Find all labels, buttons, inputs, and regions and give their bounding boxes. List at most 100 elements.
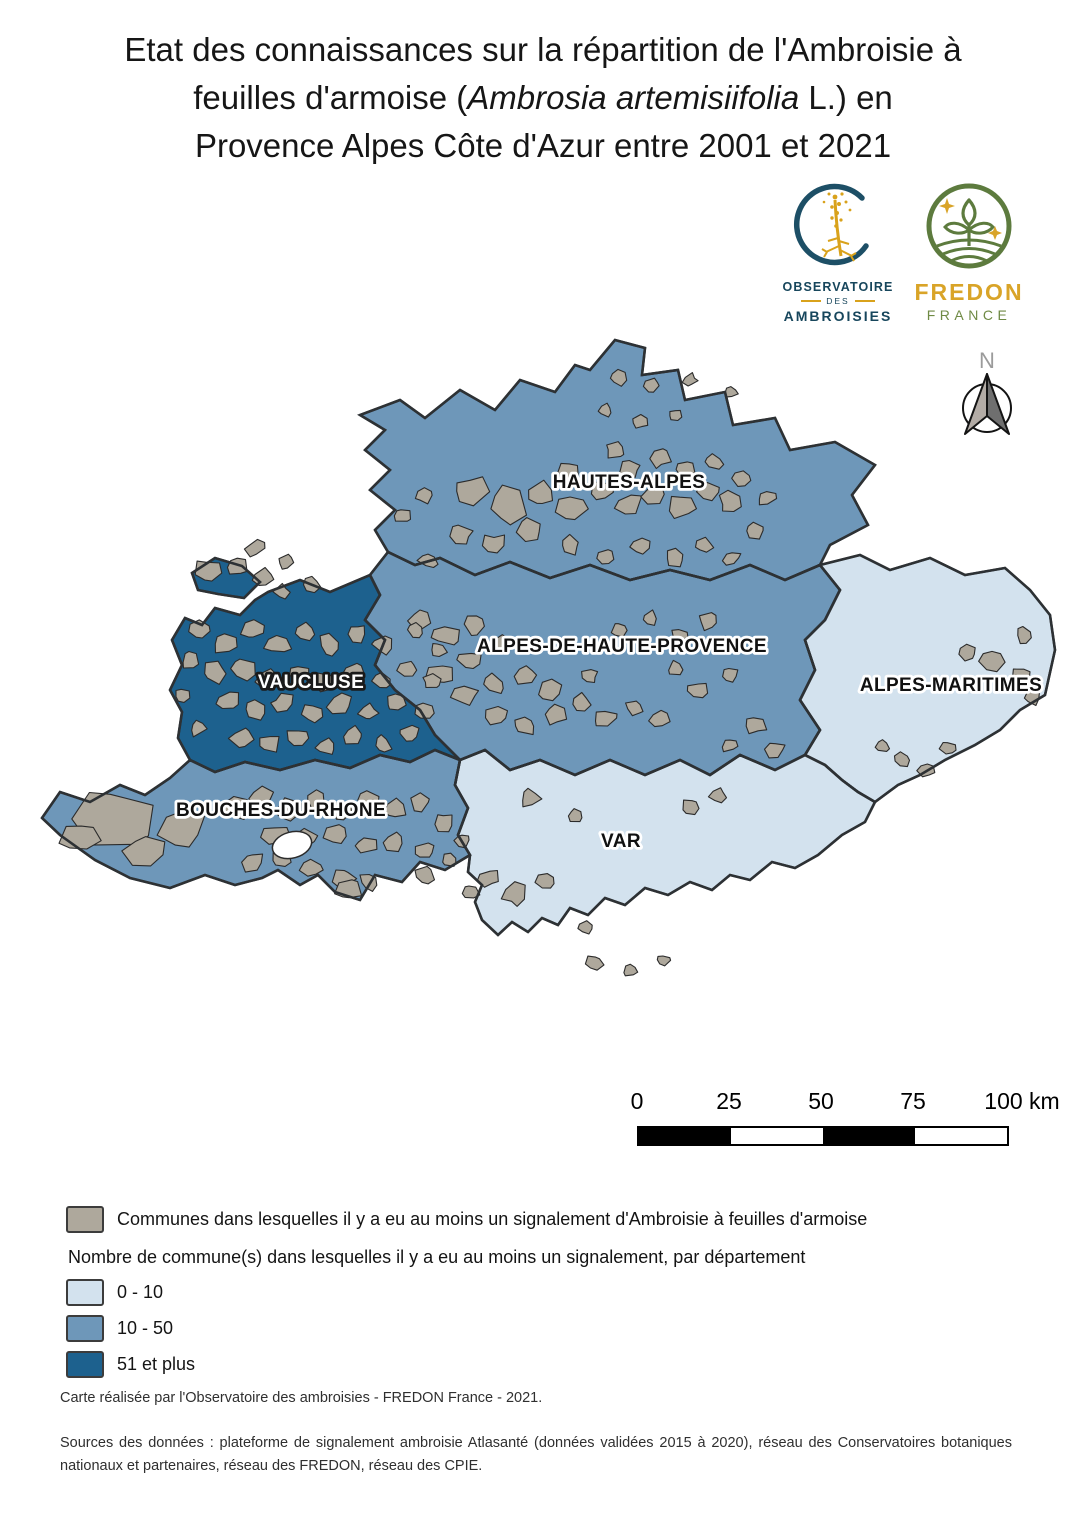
commune-shape	[289, 666, 310, 681]
observatoire-logo-line1: OBSERVATOIRE	[782, 280, 894, 294]
label-alpes-de-haute-provence: ALPES-DE-HAUTE-PROVENCE	[477, 636, 767, 657]
commune-shape	[721, 552, 742, 566]
commune-shape	[218, 795, 248, 821]
species-name-italic: Ambrosia artemisiifolia	[467, 79, 800, 116]
commune-shape	[632, 413, 649, 429]
paca-map: HAUTES-ALPES ALPES-DE-HAUTE-PROVENCE VAU…	[40, 338, 1057, 977]
commune-shape	[958, 643, 976, 662]
sources-paragraph: Sources des données : plateforme de sign…	[60, 1435, 1012, 1474]
commune-shape	[188, 619, 211, 639]
commune-shape	[343, 724, 362, 745]
commune-shape	[682, 799, 700, 816]
commune-shape	[461, 885, 481, 899]
commune-shape	[307, 789, 325, 812]
commune-shape	[681, 372, 699, 387]
observatoire-logo-line3: AMBROISIES	[783, 308, 893, 324]
commune-shape	[294, 621, 316, 642]
class-low-swatch	[66, 1279, 104, 1306]
commune-shape	[874, 739, 891, 752]
commune-gray-swatch	[66, 1206, 104, 1233]
commune-shape	[668, 495, 698, 520]
commune-shape	[746, 521, 764, 540]
commune-shape	[649, 448, 672, 470]
department-borders	[40, 338, 1057, 937]
commune-shape	[577, 920, 593, 935]
commune-shape	[319, 632, 339, 657]
title-line-2: feuilles d'armoise (Ambrosia artemisiifo…	[193, 79, 893, 116]
commune-shape	[214, 633, 238, 654]
commune-shape	[270, 692, 294, 713]
commune-shape	[431, 643, 448, 658]
fredon-logo-country: FRANCE	[926, 307, 1012, 323]
commune-shape	[354, 837, 378, 854]
label-var: VAR	[601, 831, 641, 852]
scale-segment	[823, 1128, 915, 1144]
commune-shape	[1011, 668, 1031, 685]
commune-shape	[204, 660, 227, 685]
commune-shape	[613, 494, 643, 515]
commune-shape	[544, 703, 568, 726]
sparkle-icon	[988, 226, 1002, 240]
commune-shape	[254, 668, 282, 691]
page-title: Etat des connaissances sur la répartitio…	[40, 26, 1046, 170]
commune-shape	[721, 739, 739, 753]
department-border	[453, 748, 877, 937]
commune-shape	[245, 699, 266, 721]
department-border	[40, 748, 472, 902]
legend-communes-label: Communes dans lesquelles il y a eu au mo…	[117, 1209, 868, 1229]
commune-shape	[698, 612, 717, 632]
commune-shape	[893, 751, 911, 768]
legend: Communes dans lesquelles il y a eu au mo…	[66, 1206, 1026, 1387]
map-container: HAUTES-ALPES ALPES-DE-HAUTE-PROVENCE VAU…	[30, 330, 1060, 1020]
commune-shape	[384, 797, 407, 818]
commune-shape	[718, 489, 742, 513]
commune-shape	[263, 634, 293, 653]
commune-shape	[156, 809, 206, 848]
ragweed-speckles	[822, 192, 852, 228]
commune-shape	[298, 858, 324, 877]
commune-shape	[449, 524, 474, 545]
label-alpes-maritimes: ALPES-MARITIMES	[860, 675, 1042, 696]
commune-shape	[671, 629, 689, 643]
commune-shape	[273, 797, 302, 822]
commune-shape	[590, 480, 614, 501]
commune-shape	[528, 479, 554, 505]
commune-shape	[675, 461, 696, 479]
scale-tick-75: 75	[900, 1088, 926, 1114]
department-labels: HAUTES-ALPES ALPES-DE-HAUTE-PROVENCE VAU…	[173, 469, 1044, 855]
commune-shape	[278, 553, 295, 570]
department-border	[798, 553, 1057, 804]
commune-shape	[322, 824, 347, 845]
commune-shape	[609, 368, 628, 387]
commune-shape	[239, 619, 265, 638]
commune-shape	[625, 700, 644, 717]
title-line-1: Etat des connaissances sur la répartitio…	[124, 31, 962, 68]
commune-shape	[581, 669, 599, 684]
commune-shape	[315, 672, 338, 693]
observatoire-logo-icon	[793, 183, 869, 266]
commune-shape	[476, 869, 499, 888]
fredon-logo-name: FREDON	[914, 279, 1024, 305]
scale-bar-segments	[637, 1126, 1009, 1146]
commune-shape	[668, 659, 684, 676]
commune-shape	[456, 476, 491, 507]
commune-shape	[704, 453, 725, 470]
commune-shape	[215, 691, 240, 710]
commune-shape	[707, 787, 728, 804]
commune-shape	[610, 623, 628, 638]
department-var	[453, 748, 877, 937]
commune-shape	[538, 678, 563, 702]
commune-shape	[248, 785, 275, 810]
scale-tick-50: 50	[808, 1088, 834, 1114]
legend-communes-row: Communes dans lesquelles il y a eu au mo…	[66, 1206, 1026, 1233]
gold-rule-right	[854, 300, 875, 302]
commune-shape	[938, 741, 957, 755]
commune-shape	[191, 719, 208, 738]
commune-shape	[490, 484, 528, 526]
commune-shape	[347, 625, 366, 644]
commune-shape	[121, 836, 166, 867]
commune-shape	[722, 667, 739, 683]
commune-shape	[357, 790, 380, 811]
commune-shape	[481, 534, 506, 554]
commune-shape	[414, 865, 436, 885]
